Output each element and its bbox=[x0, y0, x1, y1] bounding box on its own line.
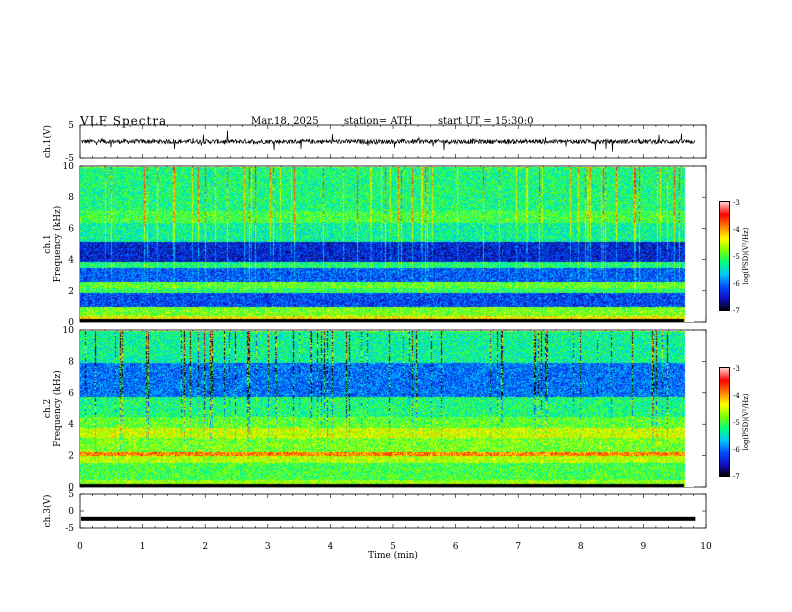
colorbar-tick-label: -6 bbox=[733, 280, 740, 288]
x-tick-label: 1 bbox=[140, 542, 146, 552]
x-tick-label: 8 bbox=[578, 542, 584, 552]
y-tick-label: 5 bbox=[68, 121, 74, 131]
colorbar-tick-label: -4 bbox=[733, 392, 740, 400]
colorbar-tick-label: -5 bbox=[733, 253, 740, 261]
ch1-waveform-trace bbox=[80, 130, 696, 152]
y-axis-label: ch.2 bbox=[43, 399, 53, 418]
ch1-spectrogram-image bbox=[80, 167, 694, 322]
y-tick-label: 0 bbox=[68, 318, 74, 328]
colorbar-tick-label: -6 bbox=[733, 446, 740, 454]
ch3-waveform-trace bbox=[81, 516, 696, 521]
y-tick-label: 0 bbox=[68, 507, 74, 517]
colorbar-tick-label: -3 bbox=[733, 365, 740, 373]
x-tick-label: 6 bbox=[453, 542, 459, 552]
x-tick-label: 4 bbox=[328, 542, 334, 552]
ch1-colorbar bbox=[719, 201, 730, 311]
y-tick-label: -5 bbox=[65, 154, 74, 164]
y-axis-label: Frequency (kHz) bbox=[52, 370, 63, 447]
colorbar-tick-label: -3 bbox=[733, 199, 740, 207]
start-time-label: start UT = 15:30:0 bbox=[438, 116, 534, 127]
ch1-waveform-line bbox=[80, 130, 696, 152]
ch2-colorbar bbox=[719, 367, 730, 477]
y-tick-label: 4 bbox=[68, 420, 74, 430]
y-tick-label: 5 bbox=[68, 490, 74, 500]
x-tick-label: 3 bbox=[265, 542, 271, 552]
colorbar-tick-label: -7 bbox=[733, 473, 740, 481]
y-tick-label: 2 bbox=[68, 452, 74, 462]
y-axis-label: ch.1 bbox=[43, 234, 53, 253]
x-axis-label: Time (min) bbox=[368, 550, 418, 561]
panel-frame bbox=[79, 493, 707, 529]
colorbar-label: log(PSD)(V²/Hz) bbox=[742, 227, 750, 284]
ch3-waveform-line bbox=[81, 516, 696, 521]
x-tick-label: 9 bbox=[641, 542, 647, 552]
y-tick-label: 2 bbox=[68, 287, 74, 297]
y-tick-label: 6 bbox=[68, 389, 74, 399]
y-tick-label: 10 bbox=[63, 326, 75, 336]
y-tick-label: 6 bbox=[68, 224, 74, 234]
colorbar-label: log(PSD)(V²/Hz) bbox=[742, 393, 750, 450]
y-tick-label: 0 bbox=[68, 483, 74, 493]
y-tick-label: 4 bbox=[68, 256, 74, 266]
colorbar-tick-label: -4 bbox=[733, 226, 740, 234]
y-axis-label: Frequency (kHz) bbox=[52, 206, 63, 283]
y-axis-label: ch.3(V) bbox=[42, 495, 53, 528]
ch2-spectrogram-image bbox=[80, 331, 694, 487]
x-tick-label: 2 bbox=[202, 542, 208, 552]
y-tick-label: 8 bbox=[68, 357, 74, 367]
y-tick-label: 10 bbox=[63, 162, 75, 172]
y-axis-label: ch.1(V) bbox=[42, 125, 53, 158]
chart-title: VLF Spectra bbox=[80, 114, 168, 128]
x-tick-label: 5 bbox=[390, 542, 396, 552]
y-tick-label: 8 bbox=[68, 193, 74, 203]
x-tick-label: 7 bbox=[515, 542, 521, 552]
x-tick-label: 10 bbox=[700, 542, 712, 552]
y-tick-label: -5 bbox=[65, 524, 74, 534]
station-label: station= ATH bbox=[344, 116, 413, 127]
x-tick-label: 0 bbox=[77, 542, 83, 552]
date-label: Mar.18, 2025 bbox=[251, 116, 319, 127]
colorbar-tick-label: -5 bbox=[733, 419, 740, 427]
colorbar-tick-label: -7 bbox=[733, 307, 740, 315]
